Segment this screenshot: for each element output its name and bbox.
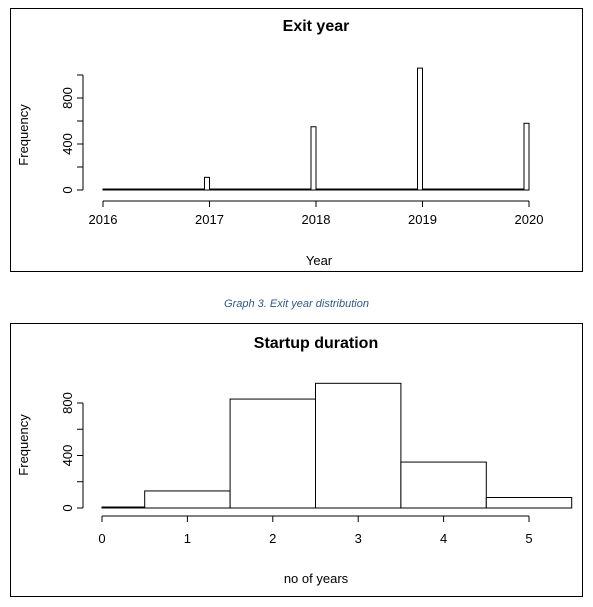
bar-2017	[204, 176, 210, 191]
y-axis-label: Frequency	[16, 414, 31, 476]
baseline-bins	[101, 506, 146, 509]
x-tick-label-2016: 2016	[89, 212, 118, 227]
x-tick-label-2020: 2020	[515, 212, 544, 227]
bar-2018	[310, 126, 317, 191]
bar-1	[144, 490, 231, 509]
startup-duration-chart-svg: Startup duration no of years Frequency 0…	[16, 335, 573, 586]
bar-4	[400, 461, 487, 509]
y-tick-label-800: 800	[60, 87, 75, 109]
x-tick-label-2019: 2019	[408, 212, 437, 227]
y-tick-label-800: 800	[60, 392, 75, 414]
bar-2019	[417, 67, 423, 191]
x-axis-label: Year	[306, 253, 333, 268]
y-tick-label-0: 0	[60, 186, 75, 193]
bar-5	[485, 497, 573, 509]
y-axis-label: Frequency	[16, 104, 31, 166]
x-tick-label-5: 5	[525, 531, 532, 546]
bar-3	[315, 382, 402, 509]
figure-caption: Graph 3. Exit year distribution	[224, 298, 369, 310]
startup-duration-chart: Startup duration no of years Frequency 0…	[10, 323, 583, 597]
x-tick-label-2: 2	[269, 531, 276, 546]
y-tick-label-400: 400	[60, 133, 75, 155]
x-tick-label-3: 3	[355, 531, 362, 546]
exit-year-chart: Exit year Year Frequency 2016 2017 2018 201…	[10, 8, 583, 272]
y-tick-label-0: 0	[60, 504, 75, 511]
x-tick-label-2017: 2017	[195, 212, 224, 227]
x-axis-label: no of years	[284, 571, 349, 586]
x-tick-label-2018: 2018	[302, 212, 331, 227]
x-tick-label-4: 4	[440, 531, 447, 546]
y-tick-label-400: 400	[60, 445, 75, 467]
x-tick-label-0: 0	[98, 531, 105, 546]
bar-2	[229, 398, 317, 509]
exit-year-chart-svg: Exit year Year Frequency 2016 2017 2018 201…	[16, 18, 544, 268]
chart-title: Exit year	[283, 18, 350, 35]
x-tick-label-1: 1	[184, 531, 191, 546]
chart-title: Startup duration	[254, 335, 378, 352]
bar-2020	[523, 122, 530, 191]
